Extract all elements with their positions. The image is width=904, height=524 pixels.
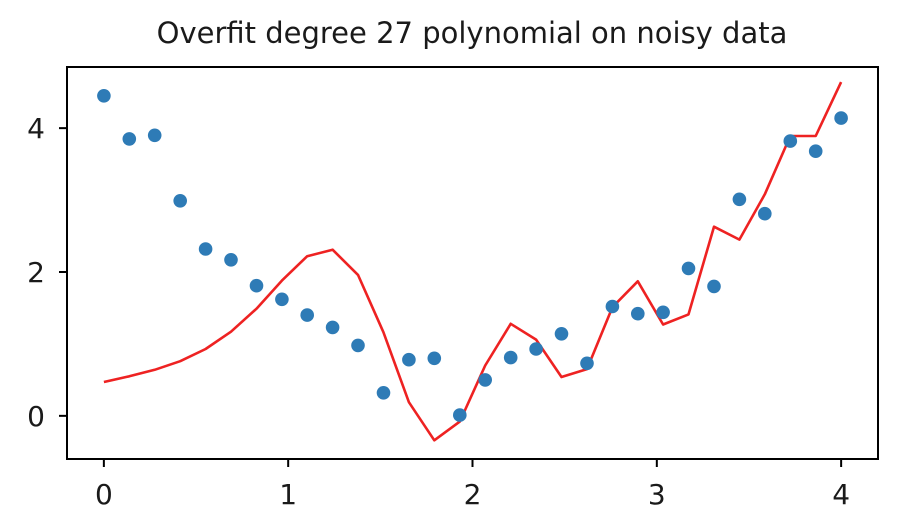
chart-title: Overfit degree 27 polynomial on noisy da… bbox=[157, 16, 788, 50]
data-point bbox=[427, 351, 442, 366]
data-point bbox=[681, 261, 696, 276]
y-tick-label: 4 bbox=[27, 112, 45, 145]
data-point bbox=[224, 252, 238, 267]
y-tick-label: 2 bbox=[27, 256, 45, 289]
series-line-fit bbox=[103, 81, 843, 442]
data-point bbox=[808, 144, 823, 158]
data-point bbox=[656, 305, 670, 320]
data-point bbox=[97, 89, 111, 103]
plot-frame bbox=[66, 66, 879, 460]
x-tick-label: 4 bbox=[832, 478, 850, 511]
data-point bbox=[122, 132, 137, 146]
data-point bbox=[249, 278, 264, 293]
data-point bbox=[402, 352, 416, 367]
data-point bbox=[300, 308, 315, 322]
data-point bbox=[605, 299, 620, 314]
data-point bbox=[325, 320, 340, 335]
x-tick-label: 0 bbox=[95, 478, 113, 511]
plot-area bbox=[97, 81, 848, 442]
data-point bbox=[351, 338, 365, 353]
data-point bbox=[529, 342, 543, 356]
x-tick-label: 3 bbox=[648, 478, 666, 511]
data-point bbox=[198, 242, 213, 256]
data-point bbox=[783, 134, 798, 148]
y-tick-label: 0 bbox=[27, 400, 45, 433]
data-point bbox=[503, 350, 518, 365]
data-point bbox=[478, 373, 493, 387]
axis-ticks: 0 1 2 3 4 0 2 4 bbox=[27, 112, 850, 511]
data-point bbox=[631, 306, 645, 321]
data-point bbox=[275, 292, 289, 307]
data-point bbox=[707, 279, 721, 294]
data-point bbox=[732, 192, 747, 207]
data-point bbox=[554, 327, 569, 341]
data-point bbox=[453, 408, 467, 422]
x-tick-label: 2 bbox=[464, 478, 482, 511]
data-point bbox=[376, 386, 391, 400]
data-point bbox=[834, 111, 848, 125]
data-point bbox=[147, 128, 162, 143]
data-point bbox=[580, 356, 594, 371]
x-tick-label: 1 bbox=[279, 478, 297, 511]
data-point bbox=[173, 194, 187, 208]
data-point bbox=[758, 206, 772, 221]
